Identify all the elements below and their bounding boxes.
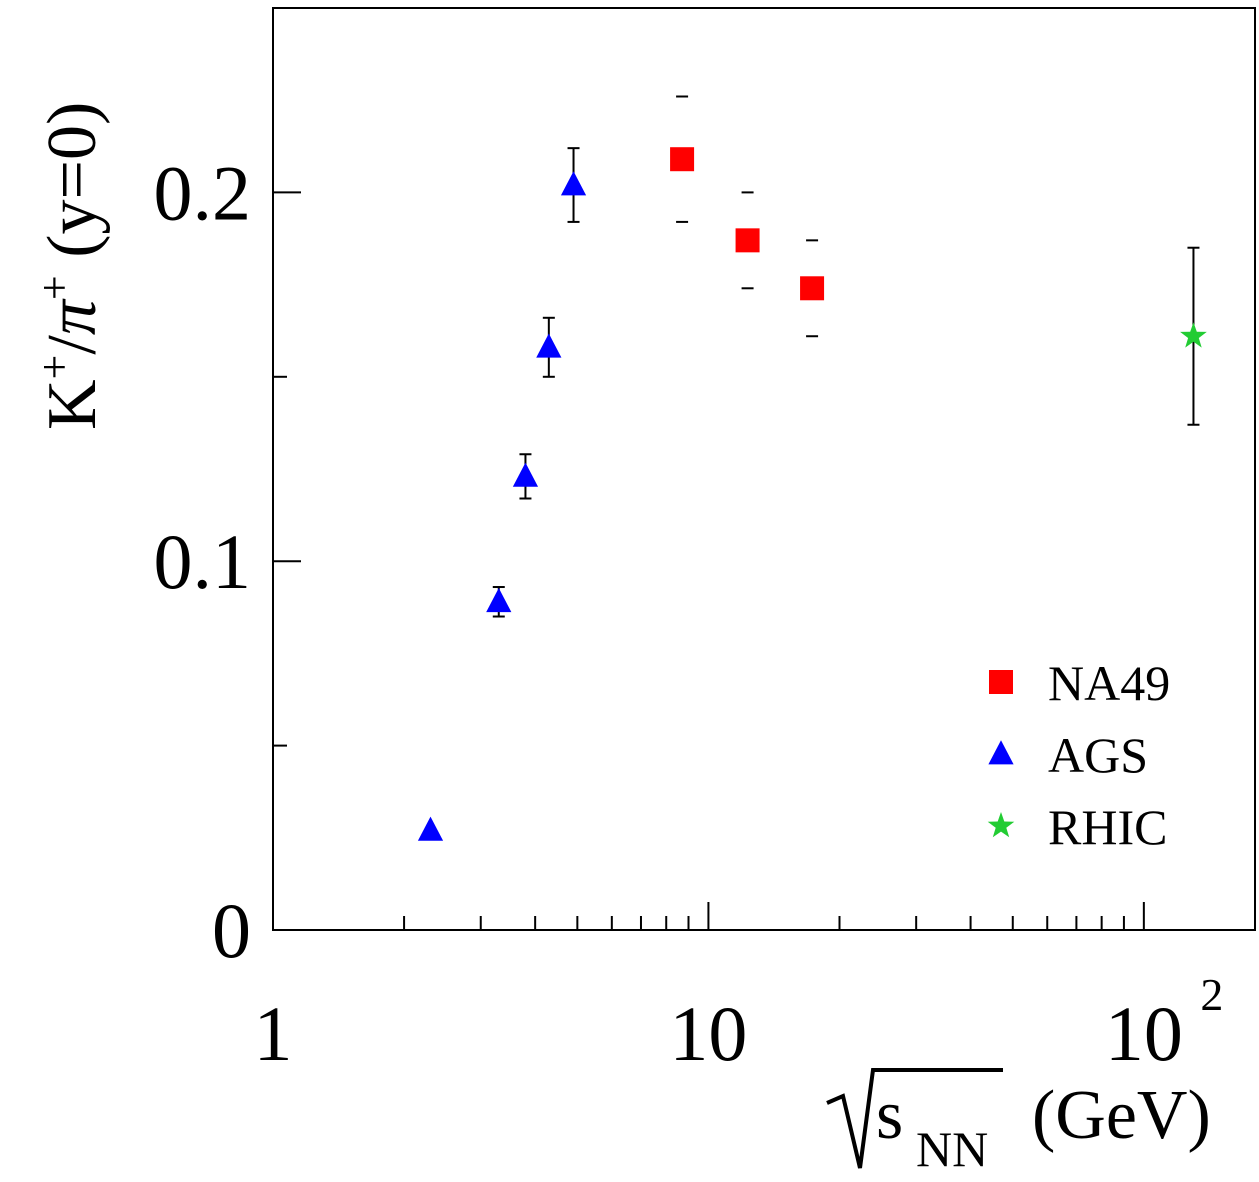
rhic-point bbox=[1180, 322, 1207, 348]
legend-label-na49: NA49 bbox=[1048, 655, 1170, 711]
na49-point bbox=[800, 276, 825, 301]
ags-point bbox=[560, 171, 587, 196]
y-axis-title-plus-1: + bbox=[30, 355, 79, 380]
legend-label-ags: AGS bbox=[1048, 727, 1148, 783]
x-axis-title-s: s bbox=[876, 1077, 903, 1154]
y-tick-label: 0.2 bbox=[154, 149, 252, 236]
y-tick-label: 0 bbox=[212, 887, 251, 974]
ags-point bbox=[486, 587, 512, 613]
y-axis-title-plus-2: + bbox=[30, 275, 79, 300]
y-axis-title-slash: / bbox=[34, 335, 111, 355]
x-tick-label: 10 bbox=[669, 990, 747, 1077]
y-tick-label: 0.1 bbox=[154, 518, 252, 605]
legend-marker-na49 bbox=[989, 670, 1013, 694]
series-ags bbox=[417, 147, 587, 841]
y-axis-title-pi: π bbox=[34, 298, 111, 335]
plot-frame bbox=[272, 7, 1256, 931]
x-axis-title-subscript: NN bbox=[916, 1121, 988, 1177]
legend: NA49 AGS RHIC bbox=[987, 655, 1170, 855]
svg-text:K+/π+ (y=0): K+/π+ (y=0) bbox=[30, 102, 111, 430]
ags-point bbox=[512, 462, 539, 487]
y-axis-title-k: K bbox=[34, 379, 111, 430]
x-tick-label: 1 bbox=[254, 990, 293, 1077]
sqrt-radical-sign bbox=[826, 1068, 1003, 1169]
x-tick-label-exponent: 2 bbox=[1200, 969, 1223, 1020]
ags-point bbox=[417, 816, 444, 841]
x-tick-label: 10 bbox=[1105, 990, 1183, 1077]
series-na49 bbox=[670, 95, 825, 338]
y-axis-title: K+/π+ (y=0) bbox=[30, 102, 111, 430]
ags-point bbox=[536, 333, 562, 358]
x-axis-title: s NN (GeV) bbox=[826, 1068, 1211, 1177]
series-rhic bbox=[1180, 246, 1207, 426]
na49-point bbox=[735, 228, 760, 253]
legend-marker-ags bbox=[988, 740, 1014, 765]
legend-label-rhic: RHIC bbox=[1048, 799, 1167, 855]
legend-marker-rhic bbox=[987, 812, 1015, 838]
x-axis-title-unit: (GeV) bbox=[1032, 1077, 1211, 1154]
na49-point bbox=[670, 147, 695, 172]
y-axis-title-rest: (y=0) bbox=[34, 102, 111, 276]
